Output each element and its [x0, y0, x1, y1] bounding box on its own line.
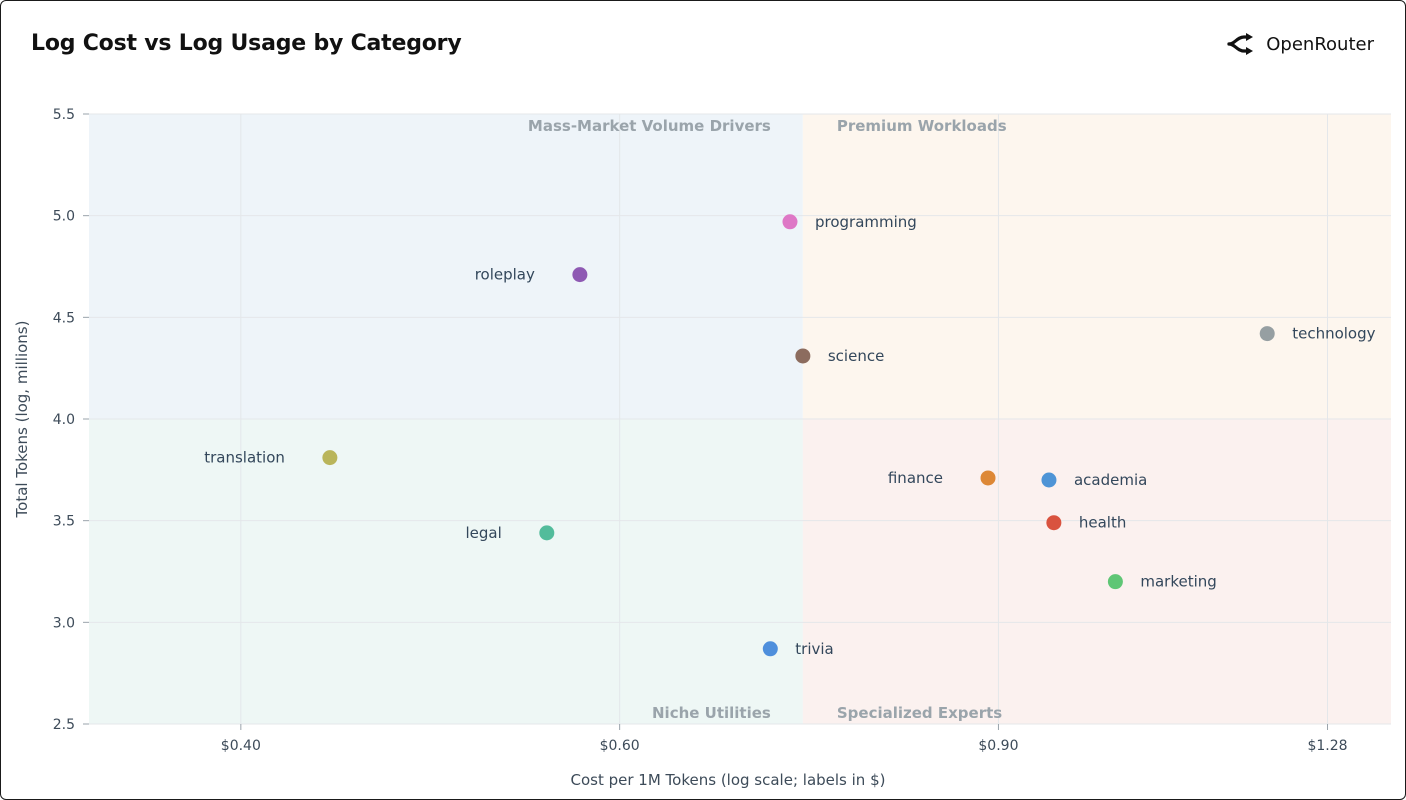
quadrant-label: Mass-Market Volume Drivers — [528, 117, 771, 135]
data-point-health — [1046, 515, 1062, 531]
point-label-roleplay: roleplay — [475, 266, 535, 284]
point-label-programming: programming — [815, 213, 917, 231]
x-tick-label: $0.40 — [221, 738, 261, 754]
x-tick-label: $0.60 — [600, 738, 640, 754]
page-title: Log Cost vs Log Usage by Category — [31, 31, 462, 56]
y-tick-label: 5.0 — [53, 209, 75, 225]
point-label-marketing: marketing — [1140, 573, 1216, 591]
openrouter-logo-icon — [1227, 33, 1254, 55]
data-point-finance — [980, 470, 996, 486]
brand-name: OpenRouter — [1266, 33, 1374, 55]
point-label-technology: technology — [1292, 325, 1375, 343]
quadrant-bottom-left — [89, 419, 803, 724]
y-tick-label: 3.5 — [53, 514, 75, 530]
y-tick-label: 4.5 — [53, 310, 75, 326]
point-label-translation: translation — [204, 449, 285, 467]
quadrant-label: Specialized Experts — [837, 704, 1002, 722]
point-label-health: health — [1079, 514, 1126, 532]
data-point-programming — [782, 214, 798, 230]
y-tick-label: 2.5 — [53, 717, 75, 733]
point-label-legal: legal — [466, 524, 502, 542]
data-point-marketing — [1107, 574, 1123, 590]
quadrant-bottom-right — [802, 419, 1391, 724]
y-tick-label: 5.5 — [53, 107, 75, 123]
y-axis-label: Total Tokens (log, millions) — [13, 321, 31, 519]
quadrant-top-left — [89, 114, 803, 419]
data-point-trivia — [762, 641, 778, 657]
y-tick-label: 4.0 — [53, 412, 75, 428]
quadrant-label: Niche Utilities — [652, 704, 771, 722]
quadrant-label: Premium Workloads — [837, 117, 1007, 135]
x-tick-label: $1.28 — [1307, 738, 1347, 754]
point-label-science: science — [828, 347, 884, 365]
data-point-roleplay — [572, 267, 588, 283]
data-point-technology — [1259, 326, 1275, 342]
data-point-science — [795, 348, 811, 364]
data-point-translation — [322, 450, 338, 466]
data-point-legal — [539, 525, 555, 541]
point-label-academia: academia — [1074, 471, 1147, 489]
point-label-trivia: trivia — [795, 640, 833, 658]
y-tick-label: 3.0 — [53, 615, 75, 631]
quadrant-top-right — [802, 114, 1391, 419]
data-point-academia — [1041, 472, 1057, 488]
x-tick-label: $0.90 — [978, 738, 1018, 754]
brand: OpenRouter — [1226, 32, 1374, 56]
point-label-finance: finance — [888, 469, 943, 487]
x-axis-label: Cost per 1M Tokens (log scale; labels in… — [571, 771, 886, 789]
